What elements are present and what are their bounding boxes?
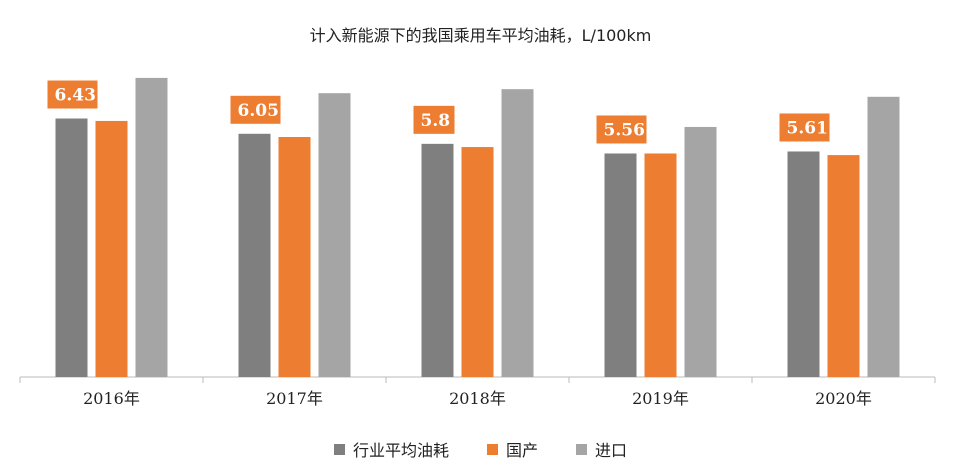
chart-title: 计入新能源下的我国乘用车平均油耗，L/100km: [309, 26, 652, 45]
x-tick-label: 2020年: [815, 389, 872, 408]
x-tick-label: 2019年: [632, 389, 689, 408]
bar-3: [318, 93, 351, 378]
bar-1: [238, 133, 271, 377]
legend-swatch: [333, 443, 345, 455]
bar-3: [867, 96, 900, 377]
data-label-bg: [47, 80, 98, 109]
data-label-bg: [596, 115, 647, 144]
bar-1: [421, 143, 454, 377]
legend-swatch: [576, 443, 587, 455]
data-label-bg: [413, 105, 455, 134]
data-label: 6.43: [55, 86, 96, 106]
data-label: 6.05: [238, 101, 279, 121]
data-label: 5.61: [787, 118, 828, 138]
legend: 行业平均油耗 国产 进口: [0, 437, 961, 461]
data-label: 5.8: [421, 111, 451, 131]
legend-label: 国产: [505, 441, 538, 460]
x-tick-label: 2018年: [449, 389, 506, 408]
x-tick-label: 2016年: [83, 389, 140, 408]
data-label-bg: [779, 113, 830, 142]
bar-3: [135, 77, 168, 378]
data-label-bg: [230, 95, 281, 124]
data-label: 5.56: [604, 120, 645, 140]
legend-label: 进口: [595, 441, 628, 460]
bar-1: [55, 118, 88, 377]
legend-swatch: [486, 443, 498, 455]
bar-1: [604, 153, 637, 377]
legend-label: 行业平均油耗: [352, 441, 449, 460]
legend-item: 国产: [486, 437, 538, 461]
bar-2: [95, 120, 128, 378]
bar-2: [644, 153, 677, 377]
bar-2: [461, 147, 494, 377]
bar-2: [278, 137, 311, 377]
x-tick-label: 2017年: [266, 389, 323, 408]
bar-3: [501, 89, 534, 377]
legend-item: 进口: [576, 437, 627, 461]
legend-item: 行业平均油耗: [333, 437, 449, 461]
bar-1: [787, 151, 820, 377]
bar-3: [684, 126, 717, 378]
bar-2: [827, 155, 860, 377]
